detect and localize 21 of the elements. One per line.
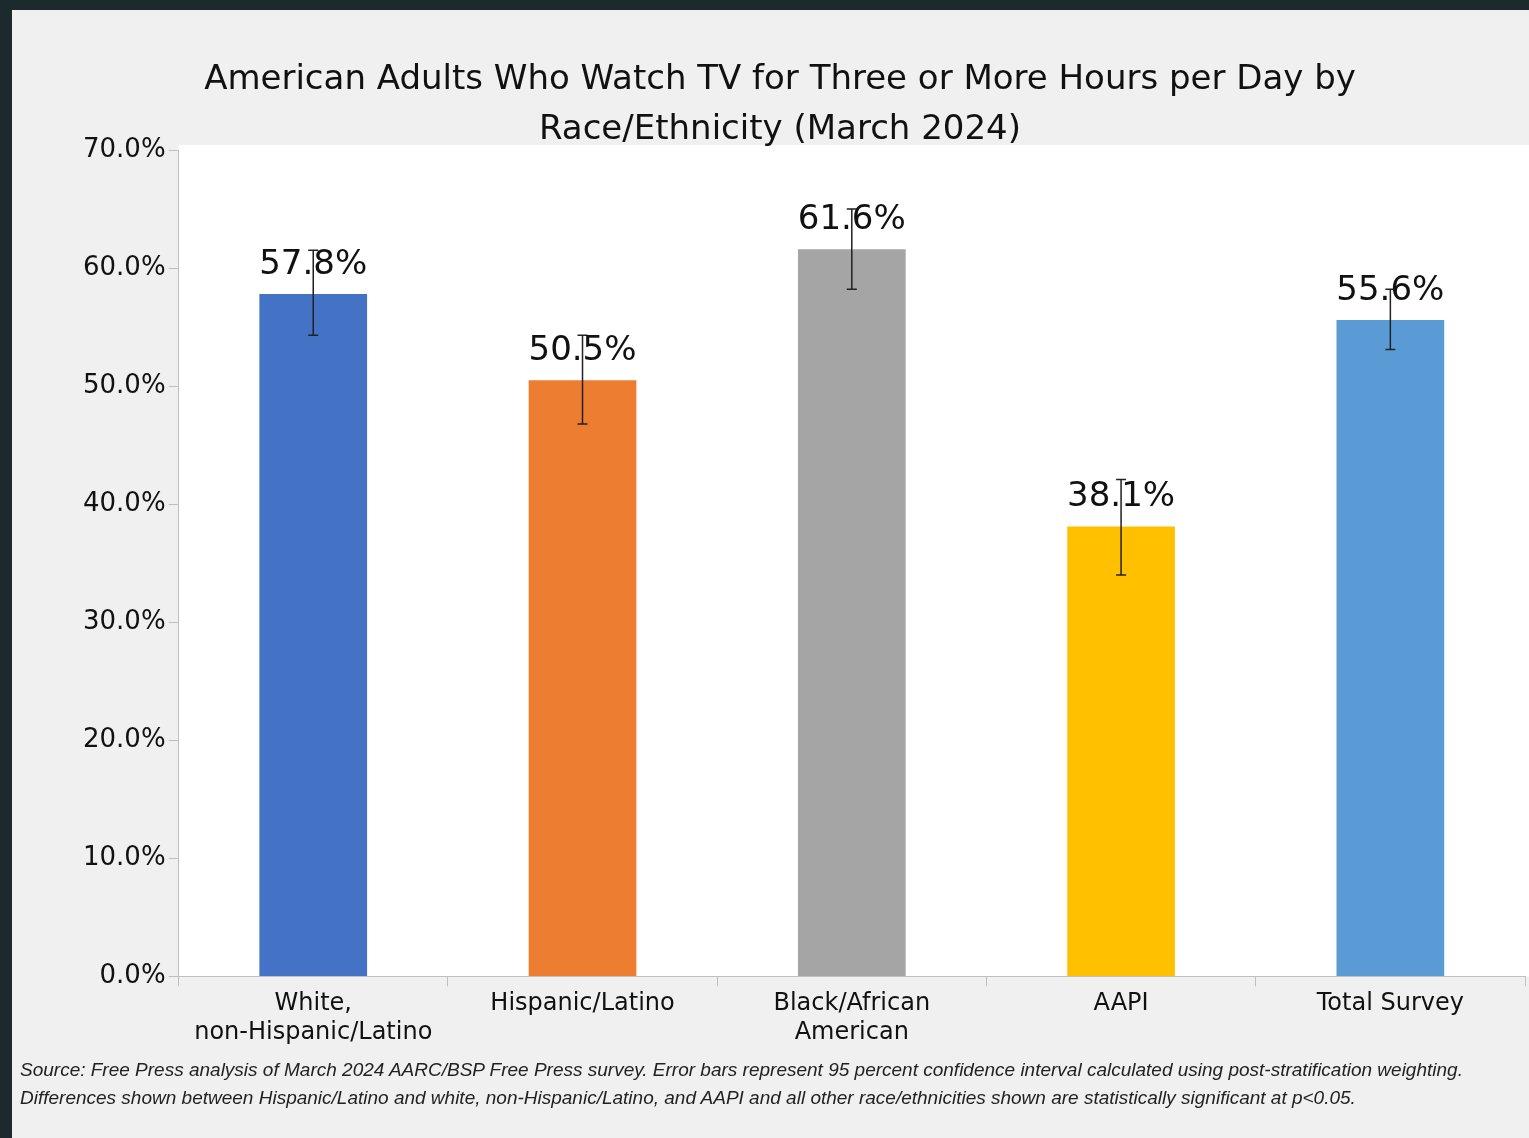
- data-label: 55.6%: [1336, 267, 1445, 308]
- y-tick-label: 10.0%: [82, 841, 166, 872]
- y-tick-label: 40.0%: [82, 486, 166, 517]
- y-tick-label: 70.0%: [82, 132, 166, 163]
- chart-title: American Adults Who Watch TV for Three or More Hours per Day by Race/Ethnicity (March 2024): [203, 56, 1357, 149]
- x-tick-label: White, non-Hispanic/Latino: [194, 988, 433, 1045]
- bar: [259, 294, 368, 976]
- x-tick-label: Total Survey: [1315, 988, 1464, 1017]
- y-tick-label: 30.0%: [82, 604, 166, 635]
- x-tick-label: Hispanic/Latino: [490, 988, 675, 1017]
- y-tick-label: 0.0%: [99, 959, 166, 990]
- bar: [528, 380, 637, 976]
- y-tick-label: 20.0%: [82, 723, 166, 754]
- bar: [1336, 320, 1445, 976]
- bar: [1067, 526, 1175, 976]
- source-note: Source: Free Press analysis of March 2024 AARC/BSP Free Press survey. Error bars represent 95 percent confidence interval calculated using post-stratification weighting. Differences shown between Hispanic/Latino and white, non-Hispanic/Latino, and AAPI and all other race/ethnicities shown are statistically significant at p<0.05.: [20, 1058, 1464, 1110]
- y-tick-label: 50.0%: [82, 368, 166, 399]
- y-tick-label: 60.0%: [82, 250, 166, 281]
- x-tick-label: AAPI: [1093, 988, 1149, 1017]
- bar: [797, 249, 906, 976]
- x-tick-label: Black/African American: [773, 988, 931, 1045]
